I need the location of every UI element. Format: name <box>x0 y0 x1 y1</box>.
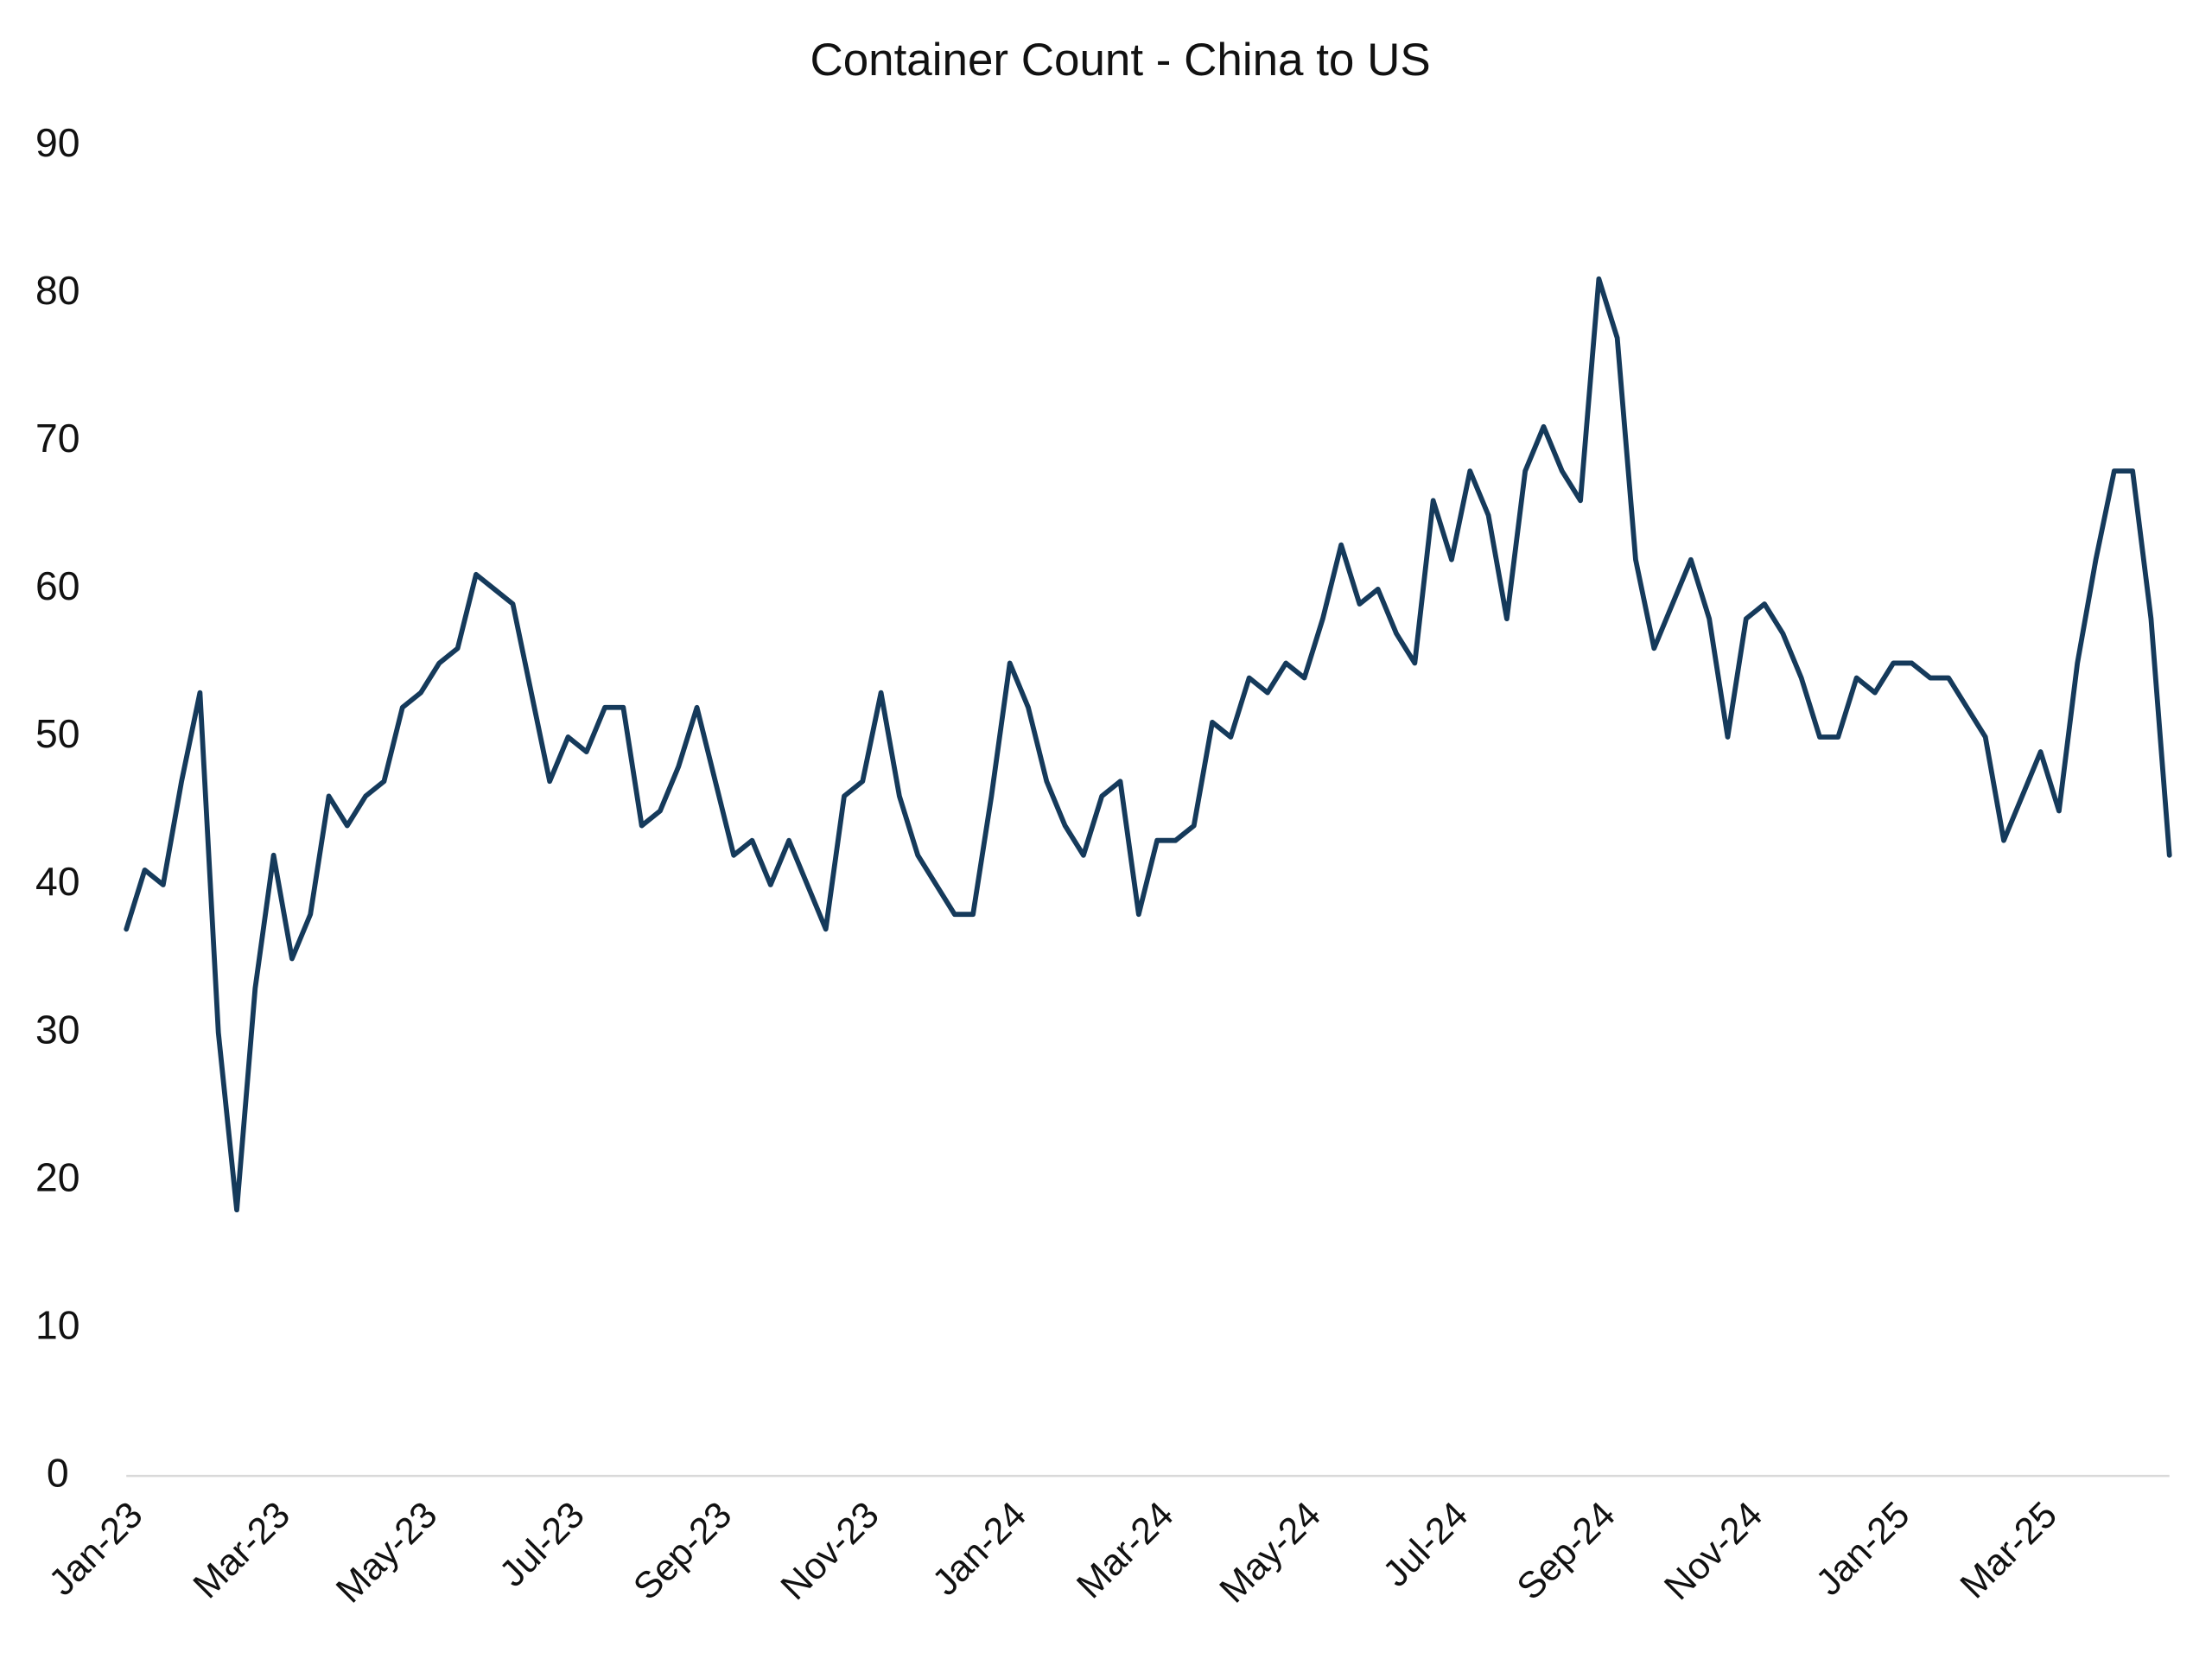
y-tick-label: 50 <box>35 711 80 756</box>
x-tick-label: May-24 <box>1212 1494 1329 1611</box>
x-tick-label: Nov-23 <box>773 1494 887 1608</box>
y-tick-label: 60 <box>35 563 80 608</box>
x-tick-label: Sep-23 <box>626 1494 740 1608</box>
y-tick-label: 40 <box>35 859 80 904</box>
x-tick-label: May-23 <box>328 1494 445 1611</box>
y-tick-label: 80 <box>35 268 80 313</box>
x-tick-label: Jan-25 <box>1808 1494 1918 1604</box>
chart-title: Container Count - China to US <box>810 35 1430 86</box>
x-tick-label: Mar-23 <box>186 1494 298 1606</box>
x-tick-label: Mar-24 <box>1069 1494 1181 1606</box>
y-tick-label: 10 <box>35 1302 80 1347</box>
y-tick-label: 0 <box>47 1450 69 1495</box>
y-tick-label: 70 <box>35 416 80 461</box>
y-tick-label: 30 <box>35 1007 80 1052</box>
x-tick-label: Jan-24 <box>925 1494 1034 1604</box>
y-tick-label: 90 <box>35 120 80 165</box>
x-tick-label: Mar-25 <box>1953 1494 2065 1606</box>
data-line <box>124 276 2172 1213</box>
x-tick-label: Jan-23 <box>41 1494 151 1604</box>
x-tick-label: Sep-24 <box>1510 1494 1624 1608</box>
x-tick-label: Jul-24 <box>1376 1494 1477 1595</box>
y-tick-label: 20 <box>35 1154 80 1199</box>
x-tick-label: Jul-23 <box>492 1494 593 1595</box>
x-tick-label: Nov-24 <box>1656 1494 1770 1608</box>
